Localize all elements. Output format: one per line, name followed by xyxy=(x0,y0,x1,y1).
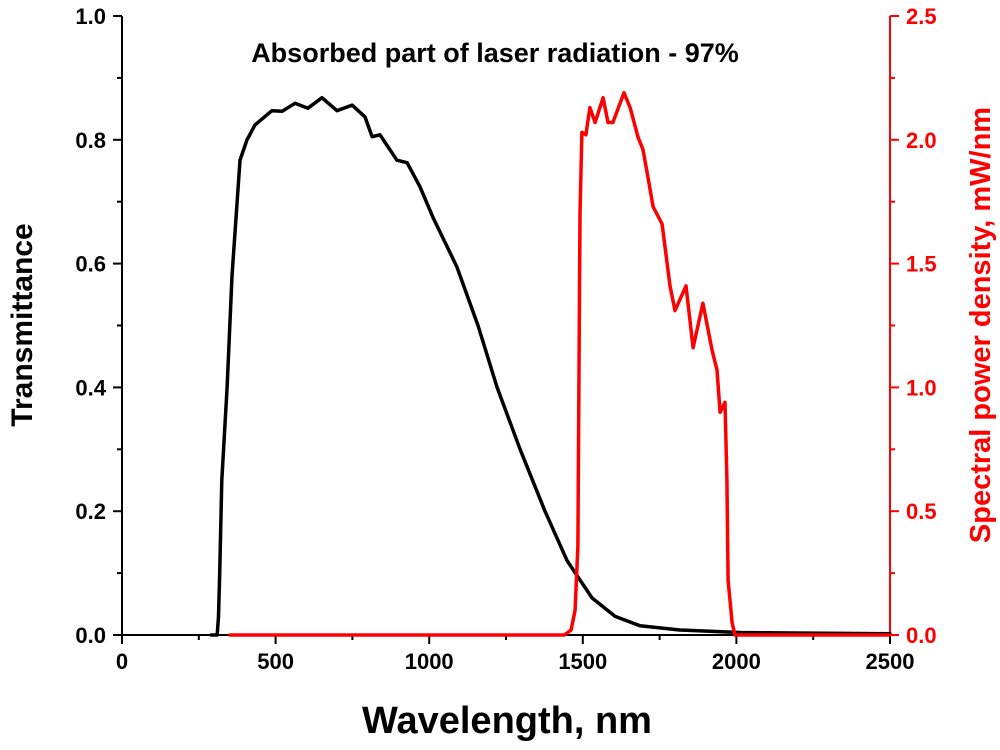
x-tick-label: 1000 xyxy=(405,649,454,674)
transmittance-line xyxy=(209,95,892,637)
y2-tick-label: 1.0 xyxy=(906,375,937,400)
x-axis-label: Wavelength, nm xyxy=(362,700,652,742)
y2-tick-label: 2.5 xyxy=(906,4,937,29)
chart-annotation: Absorbed part of laser radiation - 97% xyxy=(251,38,739,68)
spectral-power-density-line xyxy=(228,91,892,637)
y2-tick-label: 2.0 xyxy=(906,128,937,153)
y-tick-label: 0.8 xyxy=(75,128,106,153)
x-tick-label: 500 xyxy=(257,649,294,674)
y-tick-label: 0.2 xyxy=(75,499,106,524)
axes: 0 500 1000 1500 2000 25000.00.20.40.60.81.00.… xyxy=(75,4,936,674)
x-tick-label: 2500 xyxy=(866,649,915,674)
y2-tick-label: 0.5 xyxy=(906,499,937,524)
y2-tick-label: 1.5 xyxy=(906,252,937,277)
y2-axis-label: Spectral power density, mW/nm xyxy=(965,107,997,543)
x-tick-label: 0 xyxy=(116,649,128,674)
x-tick-label: 1500 xyxy=(558,649,607,674)
y2-tick-label: 0.0 xyxy=(906,623,937,648)
y-tick-label: 1.0 xyxy=(75,4,106,29)
y-axis-label: Transmittance xyxy=(6,223,39,426)
x-tick-label: 2000 xyxy=(712,649,761,674)
series-group xyxy=(209,91,892,637)
y-tick-label: 0.4 xyxy=(75,375,106,400)
y-tick-label: 0.0 xyxy=(75,623,106,648)
y-tick-label: 0.6 xyxy=(75,252,106,277)
